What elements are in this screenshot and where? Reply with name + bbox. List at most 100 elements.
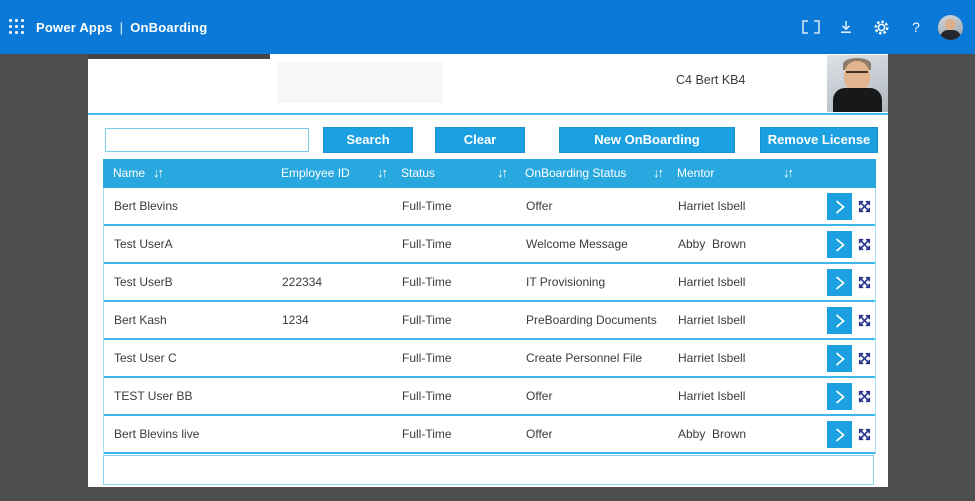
cell-employee-id: 222334 [282, 275, 323, 289]
expand-row-icon[interactable] [856, 236, 873, 253]
cell-status: Full-Time [402, 275, 452, 289]
chevron-right-icon [835, 237, 845, 252]
download-icon[interactable] [833, 14, 859, 40]
user-display-name: C4 Bert KB4 [676, 73, 746, 87]
cell-onboarding-status: Welcome Message [526, 237, 628, 251]
table-row[interactable]: Bert Blevins Full-Time Offer Harriet Isb… [104, 188, 875, 226]
cell-mentor: Harriet Isbell [678, 389, 746, 403]
cell-onboarding-status: Create Personnel File [526, 351, 643, 365]
cell-status: Full-Time [402, 199, 452, 213]
title-divider: | [119, 19, 124, 35]
row-detail-button[interactable] [827, 383, 852, 410]
employee-gallery: Bert Blevins Full-Time Offer Harriet Isb… [103, 188, 876, 454]
powerapps-topbar: Power Apps | OnBoarding ? [0, 0, 975, 54]
cell-onboarding-status: PreBoarding Documents [526, 313, 657, 327]
logo-image-placeholder [277, 62, 443, 103]
cell-name: Test UserA [114, 237, 173, 251]
row-detail-button[interactable] [827, 231, 852, 258]
expand-row-icon[interactable] [856, 388, 873, 405]
cell-mentor: Abby Brown [678, 237, 747, 251]
account-avatar[interactable] [938, 14, 963, 40]
table-row[interactable]: Bert Blevins live Full-Time Offer Abby B… [104, 416, 875, 454]
expand-row-icon[interactable] [856, 312, 873, 329]
table-row[interactable]: TEST User BB Full-Time Offer Harriet Isb… [104, 378, 875, 416]
column-header-mentor[interactable]: Mentor [677, 166, 715, 180]
loading-strip [88, 54, 270, 59]
search-button[interactable]: Search [323, 127, 413, 153]
sort-icon-mentor[interactable]: ↓↑ [783, 165, 794, 180]
table-row[interactable]: Bert Kash 1234 Full-Time PreBoarding Doc… [104, 302, 875, 340]
app-canvas: C4 Bert KB4 Search Clear New OnBoarding … [88, 54, 888, 487]
cell-status: Full-Time [402, 427, 452, 441]
photo-glasses-shape [846, 71, 868, 76]
sort-icon-name[interactable]: ↓↑ [153, 165, 164, 180]
cell-onboarding-status: IT Provisioning [526, 275, 606, 289]
remove-license-button[interactable]: Remove License [760, 127, 878, 153]
app-name: OnBoarding [130, 19, 208, 35]
cell-mentor: Harriet Isbell [678, 313, 746, 327]
photo-head-shape [844, 61, 870, 91]
row-detail-button[interactable] [827, 269, 852, 296]
column-header-status[interactable]: Status [401, 166, 436, 180]
cell-onboarding-status: Offer [526, 427, 553, 441]
cell-name: Bert Blevins live [114, 427, 200, 441]
cell-name: Bert Blevins [114, 199, 179, 213]
cell-name: Bert Kash [114, 313, 167, 327]
table-row[interactable]: Test User C Full-Time Create Personnel F… [104, 340, 875, 378]
cell-onboarding-status: Offer [526, 389, 553, 403]
app-title: Power Apps | OnBoarding [36, 20, 207, 35]
column-header-employee-id[interactable]: Employee ID [281, 166, 350, 180]
cell-mentor: Harriet Isbell [678, 351, 746, 365]
topbar-actions: ? [798, 14, 975, 40]
chevron-right-icon [835, 427, 845, 442]
avatar-head-shape [945, 18, 956, 30]
chevron-right-icon [835, 313, 845, 328]
gallery-empty-footer [103, 455, 874, 485]
table-row[interactable]: Test UserA Full-Time Welcome Message Abb… [104, 226, 875, 264]
sort-icon-status[interactable]: ↓↑ [497, 165, 508, 180]
column-header-name[interactable]: Name [113, 166, 146, 180]
avatar-body-shape [940, 29, 961, 40]
chevron-right-icon [835, 389, 845, 404]
row-detail-button[interactable] [827, 193, 852, 220]
expand-row-icon[interactable] [856, 350, 873, 367]
header-divider [88, 113, 888, 115]
cell-mentor: Harriet Isbell [678, 199, 746, 213]
cell-status: Full-Time [402, 313, 452, 327]
new-onboarding-button[interactable]: New OnBoarding [559, 127, 735, 153]
profile-photo [827, 55, 888, 112]
cell-status: Full-Time [402, 237, 452, 251]
cell-mentor: Harriet Isbell [678, 275, 746, 289]
app-launcher-icon[interactable] [9, 18, 26, 36]
sort-icon-employee-id[interactable]: ↓↑ [377, 165, 388, 180]
cell-name: Test User C [114, 351, 177, 365]
cell-status: Full-Time [402, 351, 452, 365]
expand-row-icon[interactable] [856, 426, 873, 443]
expand-row-icon[interactable] [856, 198, 873, 215]
brand-name: Power Apps [36, 19, 113, 35]
clear-button[interactable]: Clear [435, 127, 525, 153]
row-detail-button[interactable] [827, 345, 852, 372]
help-icon[interactable]: ? [912, 19, 920, 35]
settings-icon[interactable] [868, 14, 894, 40]
fit-to-window-icon[interactable] [798, 14, 824, 40]
row-detail-button[interactable] [827, 307, 852, 334]
chevron-right-icon [835, 351, 845, 366]
chevron-right-icon [835, 275, 845, 290]
cell-name: TEST User BB [114, 389, 193, 403]
cell-mentor: Abby Brown [678, 427, 747, 441]
cell-onboarding-status: Offer [526, 199, 553, 213]
photo-shirt-shape [833, 88, 882, 112]
table-row[interactable]: Test UserB 222334 Full-Time IT Provision… [104, 264, 875, 302]
cell-status: Full-Time [402, 389, 452, 403]
expand-row-icon[interactable] [856, 274, 873, 291]
chevron-right-icon [835, 199, 845, 214]
cell-employee-id: 1234 [282, 313, 309, 327]
table-header: Name ↓↑ Employee ID ↓↑ Status ↓↑ OnBoard… [103, 159, 876, 188]
search-input[interactable] [105, 128, 309, 152]
sort-icon-onboarding-status[interactable]: ↓↑ [653, 165, 664, 180]
cell-name: Test UserB [114, 275, 173, 289]
column-header-onboarding-status[interactable]: OnBoarding Status [525, 166, 627, 180]
row-detail-button[interactable] [827, 421, 852, 448]
